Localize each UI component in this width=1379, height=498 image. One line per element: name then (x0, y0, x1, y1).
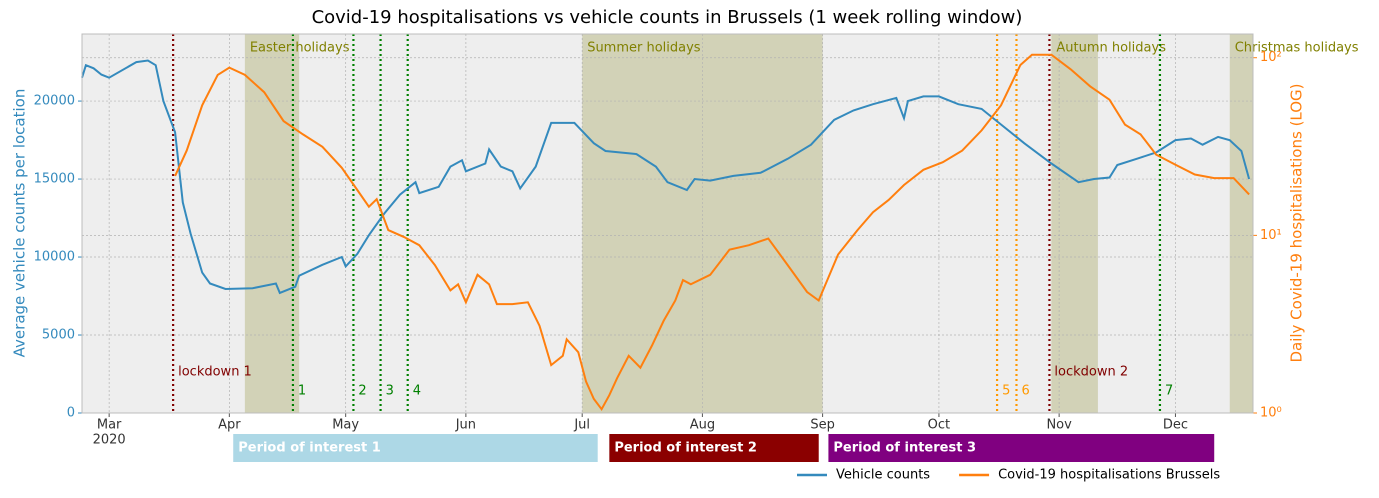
holiday-span (1051, 34, 1098, 413)
event-label: 3 (386, 384, 394, 399)
holiday-label: Summer holidays (587, 41, 701, 56)
x-tick-label: Jun (455, 418, 476, 433)
legend-label: Covid-19 hospitalisations Brussels (998, 468, 1220, 483)
event-label: 2 (358, 384, 366, 399)
y2-tick-label: 10⁰ (1260, 406, 1282, 421)
y2-axis-label: Daily Covid-19 hospitalisations (LOG) (1288, 83, 1306, 362)
x-tick-label: Aug (690, 418, 715, 433)
event-label: 1 (298, 384, 306, 399)
event-label: lockdown 1 (178, 365, 252, 380)
period-label: Period of interest 1 (238, 441, 381, 456)
y-tick-label: 15000 (34, 172, 75, 187)
period-box (609, 434, 819, 462)
event-label: 4 (413, 384, 421, 399)
y-tick-label: 5000 (42, 328, 75, 343)
y-tick-label: 10000 (34, 250, 75, 265)
period-label: Period of interest 3 (833, 441, 976, 456)
holiday-label: Christmas holidays (1235, 41, 1359, 56)
event-label: 7 (1165, 384, 1173, 399)
plot-frame (81, 33, 1254, 414)
x-tick-label: May (332, 418, 359, 433)
legend-label: Vehicle counts (836, 468, 930, 483)
y-tick-label: 0 (67, 406, 75, 421)
period-box (233, 434, 598, 462)
event-label: lockdown 2 (1054, 365, 1128, 380)
holiday-label: Autumn holidays (1056, 41, 1166, 56)
series-line (174, 53, 1250, 412)
x-tick-label: Sep (810, 418, 835, 433)
x-tick-label: Oct (928, 418, 950, 433)
x-tick-label: Jul (573, 418, 590, 433)
holiday-span (1229, 34, 1253, 413)
x-tick-label: Mar (97, 418, 122, 433)
y2-tick-label: 10¹ (1260, 228, 1282, 243)
period-label: Period of interest 2 (614, 441, 757, 456)
y2-tick-label: 10² (1260, 50, 1282, 65)
chart-title: Covid-19 hospitalisations vs vehicle cou… (312, 7, 1023, 28)
y-axis-label: Average vehicle counts per location (11, 89, 29, 358)
x-tick-label: Dec (1163, 418, 1188, 433)
series-line (81, 59, 1251, 295)
event-label: 6 (1021, 384, 1029, 399)
holiday-label: Easter holidays (250, 41, 350, 56)
x-year-label: 2020 (93, 433, 126, 448)
x-tick-label: Apr (218, 418, 241, 433)
holiday-span (244, 34, 300, 413)
x-tick-label: Nov (1046, 418, 1072, 433)
period-box (828, 434, 1215, 462)
y-tick-label: 20000 (34, 94, 75, 109)
event-label: 5 (1002, 384, 1010, 399)
